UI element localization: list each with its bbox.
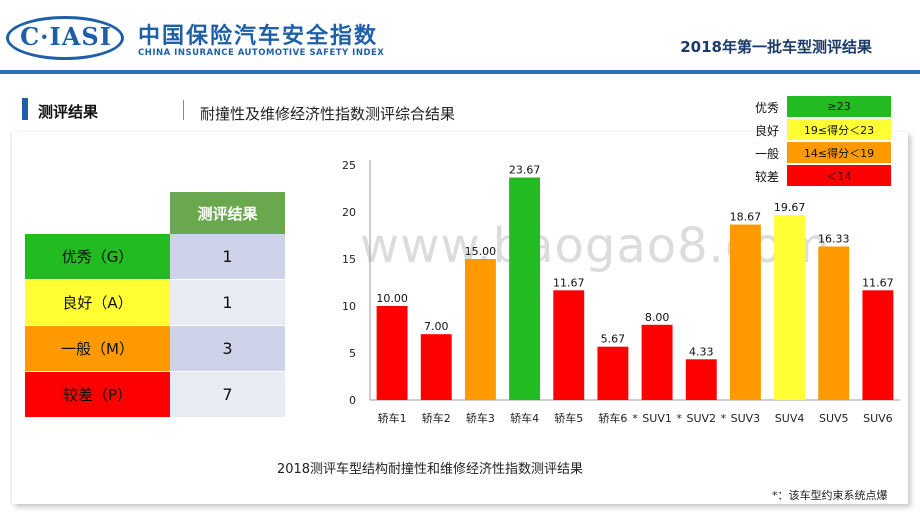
x-tick-label: 轿车4 (510, 411, 539, 425)
legend-range: ≥23 (787, 96, 891, 117)
x-tick-label: 轿车1 (378, 411, 407, 425)
x-tick-label: SUV2 (686, 412, 716, 425)
legend-row: 较差 ＜14 (755, 165, 895, 187)
section-title: 耐撞性及维修经济性指数测评综合结果 (200, 105, 456, 123)
legend-name: 较差 (755, 170, 780, 184)
y-tick-label: 20 (342, 206, 356, 219)
legend-name: 一般 (755, 147, 780, 161)
bar-value-label: 16.33 (818, 232, 850, 245)
airbag-marker: * (632, 412, 638, 425)
rating-count: 1 (170, 280, 285, 325)
header: C·IASI 中国保险汽车安全指数 CHINA INSURANCE AUTOMO… (0, 0, 920, 70)
table-row: 良好（A） 1 (25, 280, 285, 326)
table-corner (25, 192, 170, 234)
rating-category: 优秀（G） (25, 234, 170, 279)
x-tick-label: 轿车3 (466, 411, 495, 425)
airbag-marker: * (721, 412, 727, 425)
bar (862, 290, 894, 400)
table-row: 优秀（G） 1 (25, 234, 285, 280)
bar-value-label: 11.67 (553, 276, 585, 289)
bar-value-label: 23.67 (509, 164, 541, 177)
bar (774, 215, 806, 400)
bar-value-label: 10.00 (376, 292, 408, 305)
bar-value-label: 11.67 (862, 276, 894, 289)
x-tick-label: SUV5 (819, 412, 849, 425)
section-divider (183, 100, 184, 120)
y-tick-label: 25 (342, 159, 356, 172)
y-tick-label: 15 (342, 253, 356, 266)
x-tick-label: 轿车2 (422, 411, 451, 425)
bar-chart: 0 5 10 15 20 25 10.00 轿车1 7.00 轿车2 15.00 轿车3 23.67 轿车… (342, 159, 900, 425)
rating-category: 一般（M） (25, 326, 170, 371)
bar (818, 246, 850, 400)
rating-count: 7 (170, 372, 285, 417)
logo-oval (6, 16, 124, 60)
brand-name-cn: 中国保险汽车安全指数 (138, 24, 379, 49)
table-header: 测评结果 (170, 192, 285, 234)
header-divider (0, 70, 920, 74)
bar-value-label: 19.67 (774, 201, 806, 214)
bar (553, 290, 585, 400)
table-row: 较差（P） 7 (25, 372, 285, 418)
bar (685, 359, 717, 400)
logo: C·IASI (20, 22, 112, 51)
legend-name: 良好 (755, 124, 780, 138)
rating-count: 3 (170, 326, 285, 371)
bar-value-label: 15.00 (465, 245, 497, 258)
legend-range: 14≤得分＜19 (787, 142, 891, 163)
table-row: 一般（M） 3 (25, 326, 285, 372)
section-marker (22, 98, 28, 120)
bar (641, 324, 673, 400)
bar-value-label: 18.67 (730, 211, 762, 224)
x-tick-label: SUV1 (642, 412, 672, 425)
footnote: *：该车型约束系统点爆 (772, 489, 888, 502)
section-label: 测评结果 (38, 103, 99, 121)
brand-name-en: CHINA INSURANCE AUTOMOTIVE SAFETY INDEX (138, 48, 385, 58)
legend-row: 一般 14≤得分＜19 (755, 142, 895, 164)
x-tick-label: 轿车6 (598, 411, 627, 425)
rating-count: 1 (170, 234, 285, 279)
legend-name: 优秀 (755, 101, 780, 115)
y-tick-label: 10 (342, 300, 356, 313)
y-tick-label: 0 (349, 394, 356, 407)
x-tick-label: SUV4 (775, 412, 805, 425)
legend-range: 19≤得分＜23 (787, 119, 891, 140)
airbag-marker: * (676, 412, 682, 425)
bar-value-label: 4.33 (689, 345, 714, 358)
x-tick-label: 轿车5 (554, 411, 583, 425)
bar (729, 224, 761, 400)
bar-value-label: 7.00 (424, 320, 449, 333)
bar (597, 346, 629, 400)
legend-row: 优秀 ≥23 (755, 96, 895, 118)
bar (464, 259, 496, 400)
x-tick-label: SUV3 (731, 412, 761, 425)
chart-title: 2018测评车型结构耐撞性和维修经济性指数测评结果 (276, 462, 584, 477)
x-tick-label: SUV6 (863, 412, 893, 425)
bar (376, 306, 408, 400)
bar-value-label: 8.00 (645, 311, 670, 324)
legend-row: 良好 19≤得分＜23 (755, 119, 895, 141)
y-tick-label: 5 (349, 347, 356, 360)
rating-category: 良好（A） (25, 280, 170, 325)
rating-category: 较差（P） (25, 372, 170, 417)
bar (509, 177, 541, 400)
bar-value-label: 5.67 (601, 333, 626, 346)
bar (420, 334, 452, 400)
legend-range: ＜14 (787, 165, 891, 186)
document-title: 2018年第一批车型测评结果 (680, 38, 872, 56)
